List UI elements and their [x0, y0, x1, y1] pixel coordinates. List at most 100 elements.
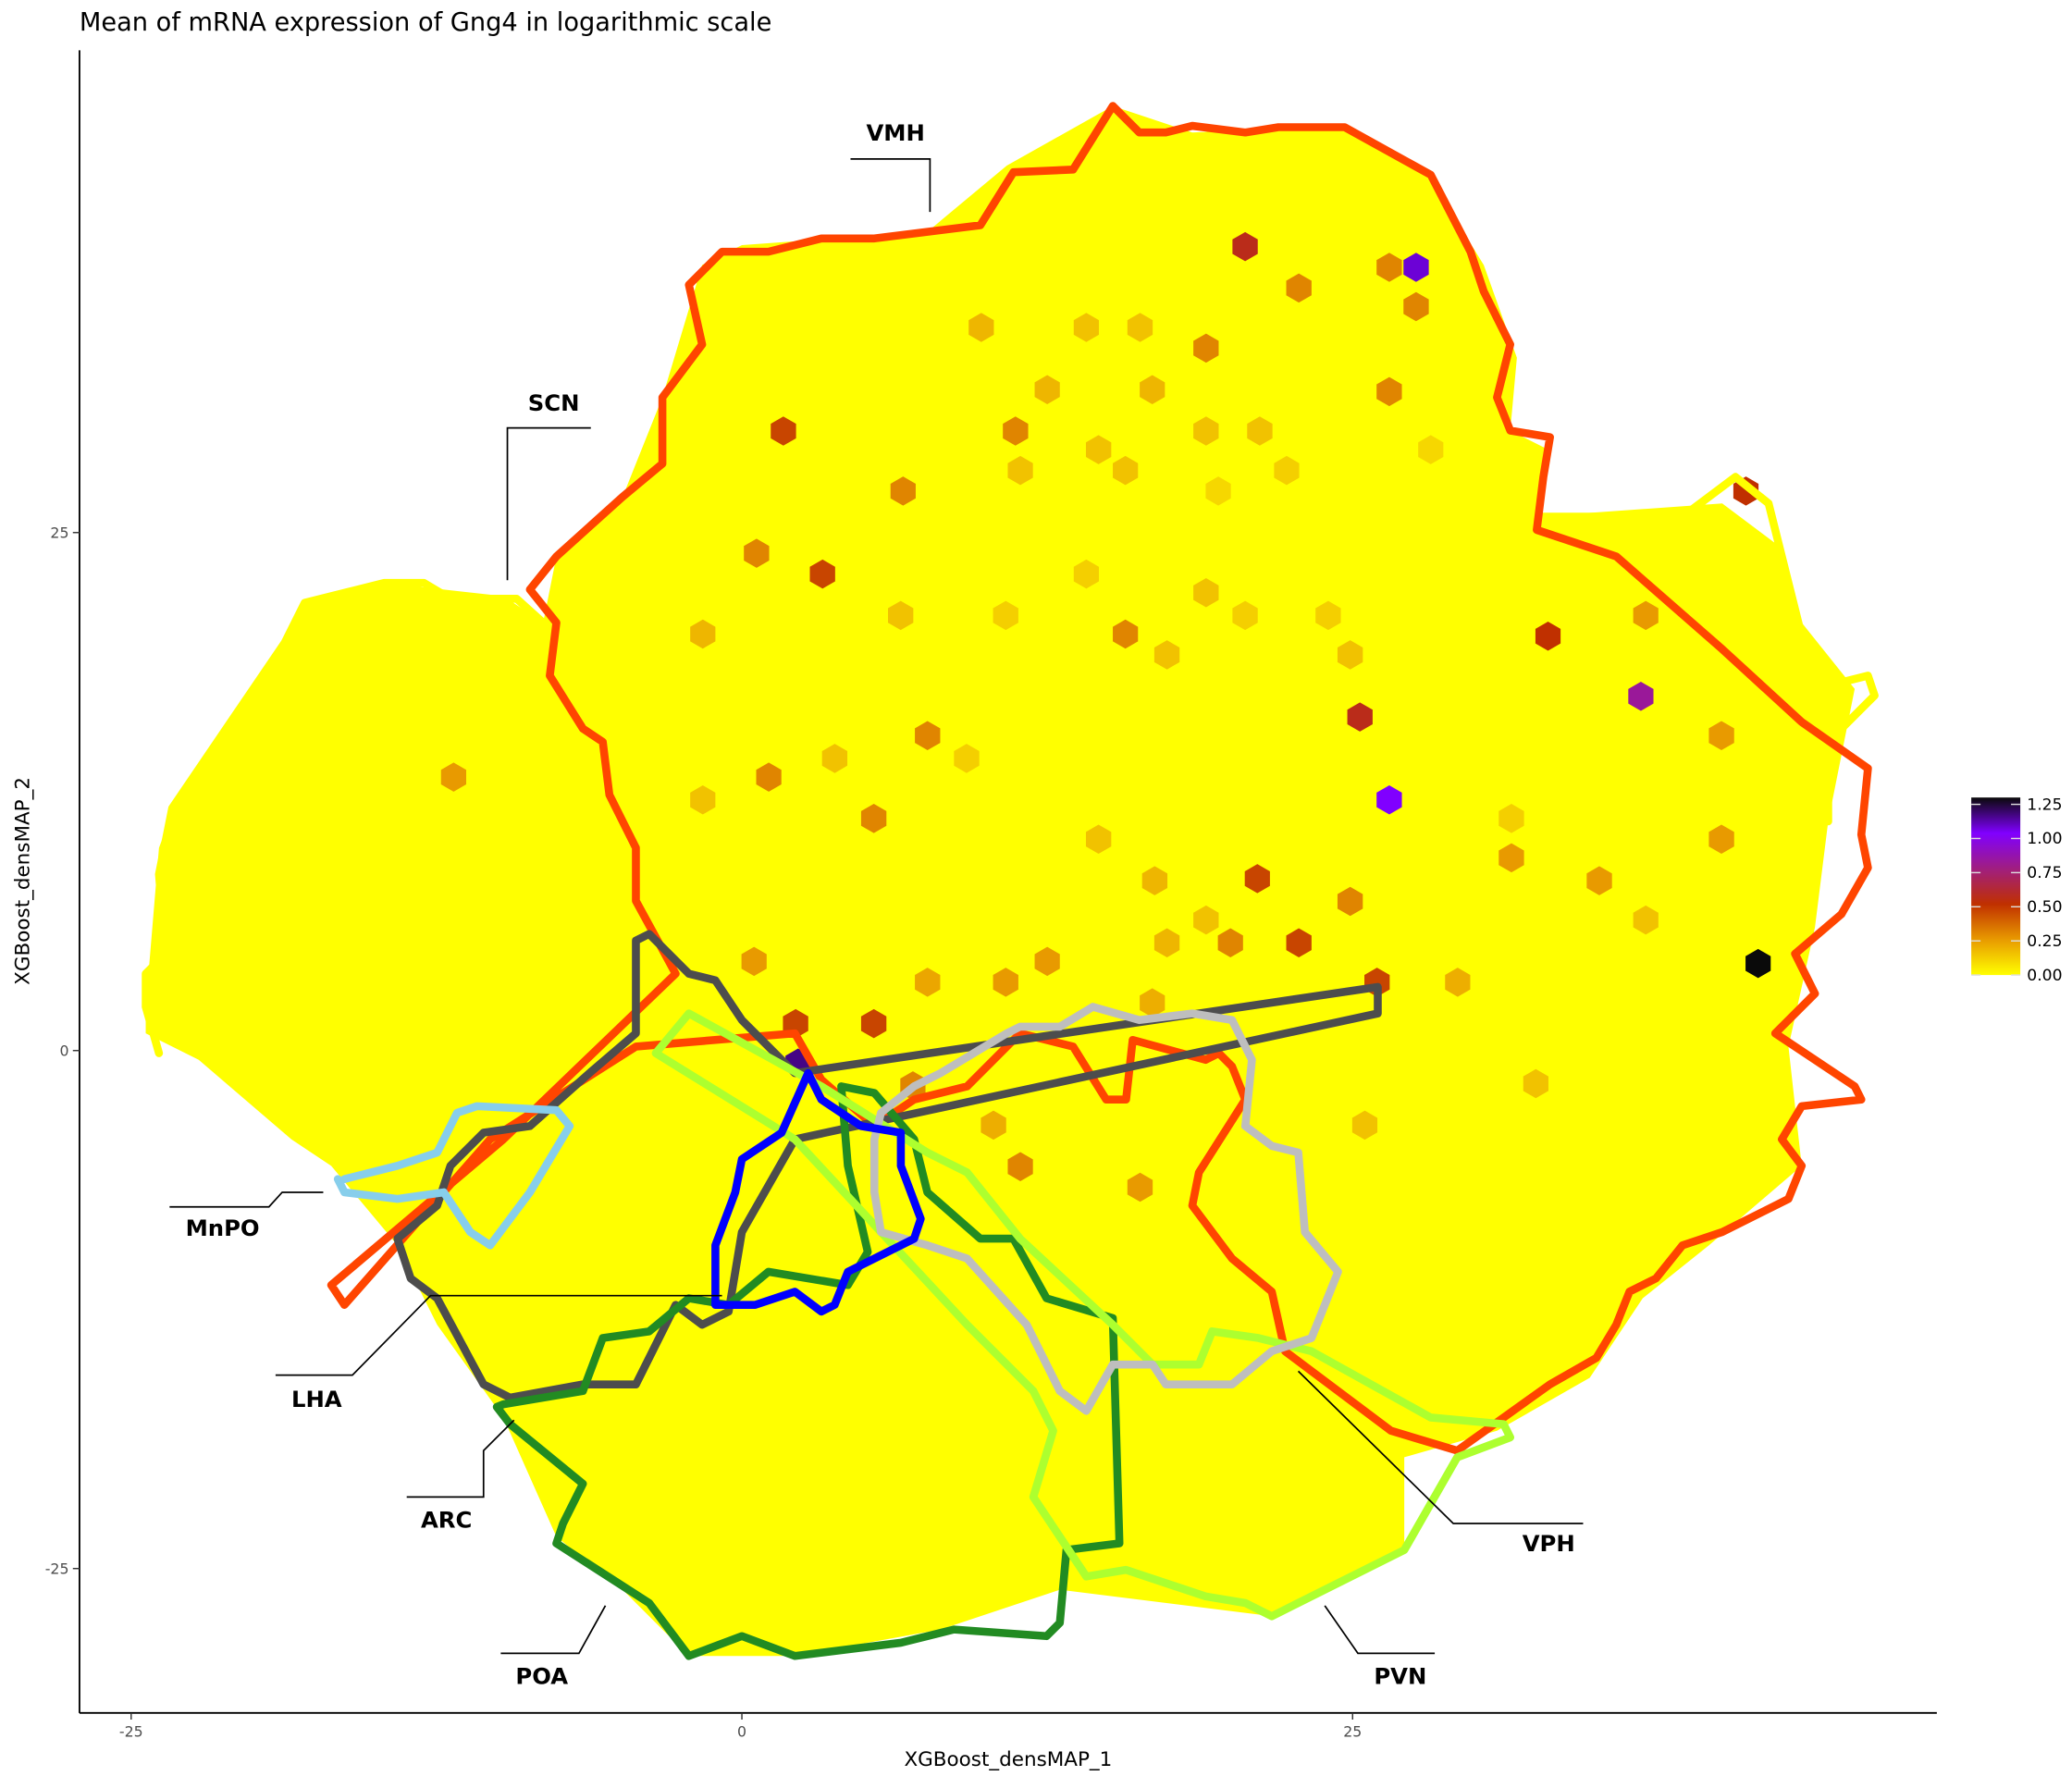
hex-cell: [888, 600, 914, 631]
hex-cell: [1708, 824, 1734, 855]
hex-cell: [1140, 988, 1166, 1018]
hex-cell: [821, 744, 848, 773]
colorbar-tick-label: 1.00: [2027, 830, 2062, 848]
hex-cell: [954, 744, 980, 773]
region-outline-scn: [142, 578, 554, 1057]
hex-cell: [690, 619, 716, 649]
y-tick-label: -25: [45, 1560, 69, 1577]
hex-cell: [744, 538, 770, 568]
hex-cell: [860, 1008, 887, 1039]
hex-cell: [1247, 416, 1273, 446]
hex-cell: [771, 416, 796, 446]
hex-cell: [1232, 600, 1258, 631]
x-tick-label: -25: [119, 1723, 143, 1741]
x-tick-label: 25: [1343, 1723, 1362, 1741]
hex-cell: [915, 968, 941, 997]
hex-cell: [1113, 619, 1139, 649]
hex-cell: [1586, 866, 1612, 895]
hex-cell: [980, 1110, 1006, 1141]
leader-line-vph: [1297, 1370, 1584, 1524]
region-label-arc: ARC: [421, 1506, 472, 1533]
region-outline-scn: [1533, 473, 1879, 826]
hex-cell: [1127, 1172, 1153, 1202]
hex-cell: [1418, 435, 1444, 464]
hex-cell: [1140, 375, 1166, 404]
hex-cell: [1498, 843, 1524, 873]
region-outline-pvn: [651, 1009, 1515, 1621]
hexbin-fill: [145, 105, 1856, 1657]
hex-cell: [1085, 435, 1112, 464]
colorbar-tick-label: 0.25: [2027, 932, 2062, 951]
colorbar-tick-label: 0.00: [2027, 967, 2062, 985]
hex-cell: [1403, 291, 1429, 322]
hex-cell: [1007, 1152, 1033, 1181]
colorbar: [1971, 797, 2021, 976]
hex-cell: [1007, 455, 1033, 486]
y-tick-label: 25: [50, 524, 68, 541]
hex-cell: [1113, 455, 1139, 486]
hex-cell: [1205, 476, 1231, 506]
hex-cell: [741, 946, 767, 977]
region-label-scn: SCN: [528, 389, 580, 416]
chart-title: Mean of mRNA expression of Gng4 in logar…: [80, 8, 771, 37]
colorbar-tick-label: 0.75: [2027, 864, 2062, 882]
hex-cell: [1523, 1068, 1548, 1099]
x-axis-label: XGBoost_densMAP_1: [904, 1748, 1112, 1771]
x-axis-ticks: -25 0 25: [119, 1712, 1362, 1741]
hex-cell: [1141, 866, 1168, 895]
region-outline-vph: [870, 1003, 1342, 1415]
region-label-mnpo: MnPO: [186, 1215, 260, 1241]
hex-cell: [440, 762, 466, 792]
x-tick-label: 0: [737, 1723, 746, 1741]
hex-cell: [915, 721, 941, 751]
region-label-pvn: PVN: [1374, 1662, 1426, 1689]
y-tick-label: 0: [59, 1042, 68, 1059]
hex-cell: [1498, 804, 1524, 833]
hex-cell: [1073, 313, 1100, 342]
hex-cell: [1376, 785, 1402, 815]
hex-cell: [1244, 864, 1270, 894]
leader-line-arc: [406, 1419, 515, 1498]
hex-cell: [1073, 559, 1100, 589]
hex-cell: [1286, 273, 1312, 303]
hex-cell: [1034, 946, 1060, 977]
hex-cell: [1337, 886, 1363, 917]
hex-cell: [993, 600, 1018, 631]
region-labels: VMH SCN MnPO LHA ARC POA PVN VPH: [169, 119, 1584, 1689]
region-outline-arc: [711, 1068, 925, 1316]
hex-cell: [1633, 905, 1659, 935]
hex-cell: [1003, 416, 1029, 446]
hex-cell: [1034, 375, 1060, 404]
hex-cell: [1445, 968, 1471, 997]
hex-cell: [1153, 928, 1180, 958]
y-axis-ticks: 25 0 -25: [45, 524, 80, 1577]
hex-cell: [1376, 376, 1402, 407]
hex-cell: [1628, 682, 1654, 711]
hexbin-cells: [440, 231, 1771, 1202]
hex-cell: [1337, 640, 1363, 670]
hex-cell: [993, 968, 1018, 997]
region-label-poa: POA: [515, 1662, 568, 1689]
hex-cell: [1232, 231, 1258, 262]
hex-cell: [1085, 824, 1112, 855]
region-label-vph: VPH: [1523, 1530, 1575, 1557]
hex-cell: [860, 804, 887, 833]
hex-cell: [890, 476, 916, 506]
hex-cell: [1351, 1110, 1378, 1141]
hex-cell: [968, 313, 994, 342]
leader-line-lha: [275, 1294, 722, 1376]
region-outline-lha: [393, 930, 1382, 1402]
hex-cell: [690, 785, 716, 815]
hex-cell: [1633, 600, 1659, 631]
hexbin-base-area: [145, 105, 1856, 1657]
hex-cell: [1403, 253, 1429, 282]
hex-cell: [756, 762, 782, 792]
hex-cell: [1708, 721, 1734, 751]
leader-line-scn: [506, 426, 591, 581]
y-axis-label: XGBoost_densMAP_2: [12, 777, 35, 985]
hex-cell: [1315, 600, 1341, 631]
leader-line-vmh: [850, 158, 931, 213]
colorbar-ticks: 0.00 0.25 0.50 0.75 1.00 1.25: [1971, 796, 2063, 985]
hex-cell: [1535, 621, 1561, 651]
